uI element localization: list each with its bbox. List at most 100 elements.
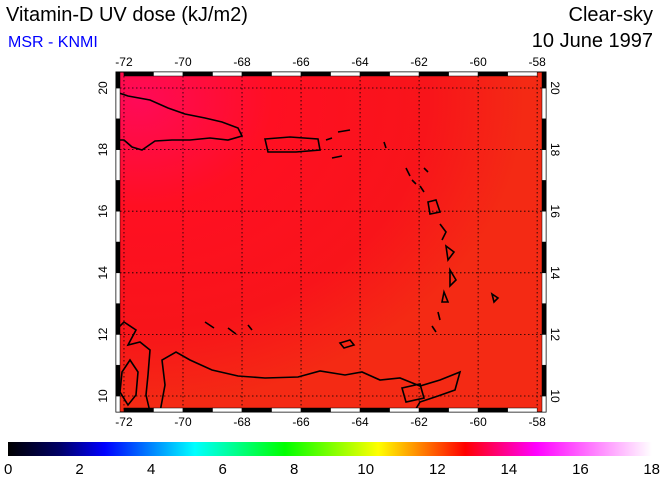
border-segment xyxy=(115,210,121,243)
lat-label-right: 14 xyxy=(548,266,562,280)
dominica-martinique xyxy=(439,223,456,263)
border-segment xyxy=(212,407,243,413)
border-segment xyxy=(115,303,121,335)
border-segment xyxy=(115,395,121,413)
border-segment xyxy=(115,364,121,397)
border-segment xyxy=(359,71,390,77)
graticule xyxy=(116,72,546,412)
border-segment xyxy=(541,87,547,120)
venezuela-coast xyxy=(115,320,462,413)
lat-label-left: 14 xyxy=(96,266,110,280)
lon-label-top: -62 xyxy=(410,55,428,69)
map-date: 10 June 1997 xyxy=(532,30,653,52)
trinidad xyxy=(400,383,426,403)
colorbar-label: 12 xyxy=(429,461,446,478)
border-segment xyxy=(182,407,213,413)
border-segment xyxy=(541,395,547,413)
lon-label-bottom: -68 xyxy=(233,415,251,429)
colorbar-label: 18 xyxy=(643,461,660,478)
colorbar-label: 10 xyxy=(357,461,374,478)
colorbar-label: 0 xyxy=(4,461,12,478)
border-segment xyxy=(448,407,479,413)
lon-label-top: -68 xyxy=(233,55,251,69)
border-segment xyxy=(541,118,547,150)
map-border xyxy=(115,71,547,413)
lat-label-left: 20 xyxy=(96,81,110,95)
border-segment xyxy=(389,407,420,413)
border-segment xyxy=(541,303,547,335)
border-segment xyxy=(115,87,121,120)
border-segment xyxy=(541,241,547,274)
lat-label-left: 12 xyxy=(96,327,110,341)
lon-label-top: -70 xyxy=(174,55,192,69)
lat-label-right: 10 xyxy=(548,389,562,403)
leeward-islands xyxy=(383,141,429,193)
colorbar-label: 2 xyxy=(75,461,83,478)
border-segment xyxy=(541,149,547,181)
border-segment xyxy=(541,210,547,243)
border-segment xyxy=(507,71,538,77)
map-title: Vitamin-D UV dose (kJ/m2) xyxy=(6,4,248,26)
border-segment xyxy=(477,71,508,77)
lake-maracaibo xyxy=(119,358,139,407)
border-segment xyxy=(212,71,243,77)
border-segment xyxy=(541,180,547,212)
border-segment xyxy=(115,71,121,89)
border-segment xyxy=(448,71,479,77)
border-segment xyxy=(418,407,449,413)
border-segment xyxy=(115,241,121,274)
lon-label-top: -64 xyxy=(351,55,369,69)
colorbar-labels: 0 2 4 6 8 10 12 14 16 18 xyxy=(4,461,660,478)
lon-label-top: -58 xyxy=(528,55,546,69)
border-segment xyxy=(271,407,302,413)
lat-label-right: 20 xyxy=(548,81,562,95)
barbados xyxy=(490,292,500,304)
border-segment xyxy=(418,71,449,77)
lat-label-right: 18 xyxy=(548,143,562,157)
border-segment xyxy=(153,407,184,413)
lat-label-left: 16 xyxy=(96,204,110,218)
aruba-curacao xyxy=(204,321,253,335)
axis-tick-labels: -72 -72 -70 -70 -68 -68 -66 -66 -64 -64 -62 -62 -60 -… xyxy=(96,55,562,429)
border-segment xyxy=(541,272,547,304)
border-segment xyxy=(115,118,121,150)
lon-label-top: -60 xyxy=(469,55,487,69)
lon-label-bottom: -64 xyxy=(351,415,369,429)
sky-condition: Clear-sky xyxy=(569,4,653,26)
colorbar xyxy=(8,442,652,456)
border-segment xyxy=(300,407,331,413)
colorbar-label: 8 xyxy=(290,461,298,478)
border-segment xyxy=(115,149,121,181)
lat-label-right: 12 xyxy=(548,328,562,342)
grenadines xyxy=(431,311,441,333)
border-segment xyxy=(241,407,272,413)
uv-field xyxy=(116,72,546,412)
border-segment xyxy=(271,71,302,77)
border-segment xyxy=(115,180,121,212)
lon-label-bottom: -60 xyxy=(469,415,487,429)
virgin-islands xyxy=(325,129,351,159)
border-segment xyxy=(389,71,420,77)
border-segment xyxy=(477,407,508,413)
border-segment xyxy=(541,71,547,89)
coastlines xyxy=(115,91,500,413)
border-segment xyxy=(359,407,390,413)
lat-label-left: 18 xyxy=(96,143,110,157)
colorbar-label: 16 xyxy=(572,461,589,478)
guadeloupe xyxy=(427,199,442,215)
colorbar-label: 14 xyxy=(501,461,518,478)
puerto-rico xyxy=(264,136,321,153)
lon-label-top: -72 xyxy=(115,55,133,69)
border-segment xyxy=(123,407,154,413)
lat-label-right: 16 xyxy=(548,205,562,219)
border-segment xyxy=(123,71,154,77)
border-segment xyxy=(541,334,547,366)
border-segment xyxy=(115,272,121,304)
hispaniola xyxy=(115,91,244,151)
margarita xyxy=(338,339,356,349)
lon-label-bottom: -72 xyxy=(115,415,133,429)
border-segment xyxy=(300,71,331,77)
lon-label-bottom: -62 xyxy=(410,415,428,429)
lon-label-bottom: -58 xyxy=(528,415,546,429)
